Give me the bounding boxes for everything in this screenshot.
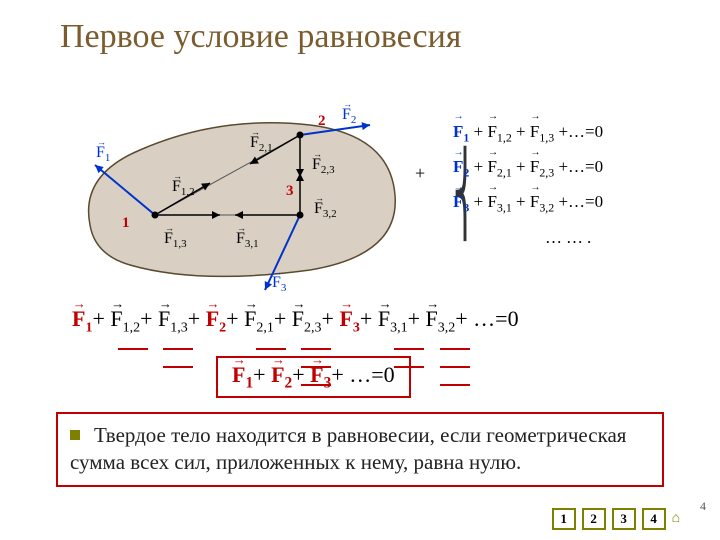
equation-system: + ⎨ F1 + F1,2 + F1,3 +…=0F2 + F2,1 + F2,… bbox=[425, 115, 705, 255]
home-icon[interactable]: ⌂ bbox=[672, 511, 680, 527]
svg-text:F1: F1 bbox=[96, 144, 110, 164]
equation-row: F3 + F3,1 + F3,2 +…=0 bbox=[453, 185, 705, 220]
underline-marker bbox=[440, 338, 470, 344]
svg-text:→: → bbox=[251, 127, 260, 137]
svg-text:F3: F3 bbox=[272, 274, 287, 294]
underline-marker bbox=[301, 338, 331, 344]
underline-marker bbox=[256, 338, 286, 344]
bullet-icon bbox=[70, 430, 80, 440]
force-diagram: F1,2→F2,1→F2,3→F3,2→F1,3→F3,1→F1→F2→F3→1… bbox=[60, 95, 420, 295]
nav-2-button[interactable]: 2 bbox=[582, 508, 606, 530]
svg-text:→: → bbox=[313, 149, 322, 159]
svg-text:F2: F2 bbox=[342, 106, 356, 126]
sum-equation: F1+ F1,2+ F1,3+ F2+ F2,1+ F2,3+ F3+ F3,1… bbox=[72, 306, 519, 336]
svg-text:→: → bbox=[273, 267, 282, 277]
svg-text:→: → bbox=[315, 193, 324, 203]
plus-sign: + bbox=[415, 155, 425, 191]
boxed-result: F1+ F2+ F3+ …=0 bbox=[216, 356, 411, 398]
svg-text:2: 2 bbox=[318, 113, 326, 129]
svg-text:→: → bbox=[97, 137, 106, 147]
nav-3-button[interactable]: 3 bbox=[612, 508, 636, 530]
underline-marker bbox=[394, 338, 424, 344]
ellipsis-row: ……. bbox=[545, 221, 705, 255]
page-number: 4 bbox=[700, 499, 706, 514]
svg-text:→: → bbox=[165, 223, 174, 233]
svg-text:1: 1 bbox=[122, 215, 130, 231]
underline-marker bbox=[118, 338, 148, 344]
nav-1-button[interactable]: 1 bbox=[552, 508, 576, 530]
svg-text:3: 3 bbox=[286, 183, 294, 199]
statement-text: Твердое тело находится в равновесии, есл… bbox=[70, 423, 626, 474]
nav-buttons: 1 2 3 4 ⌂ bbox=[552, 508, 680, 530]
underline-marker bbox=[163, 338, 193, 344]
nav-4-button[interactable]: 4 bbox=[642, 508, 666, 530]
svg-text:→: → bbox=[173, 171, 182, 181]
slide-title: Первое условие равновесия bbox=[60, 18, 461, 56]
svg-text:→: → bbox=[343, 99, 352, 109]
svg-text:→: → bbox=[237, 223, 246, 233]
statement-box: Твердое тело находится в равновесии, есл… bbox=[56, 412, 664, 487]
